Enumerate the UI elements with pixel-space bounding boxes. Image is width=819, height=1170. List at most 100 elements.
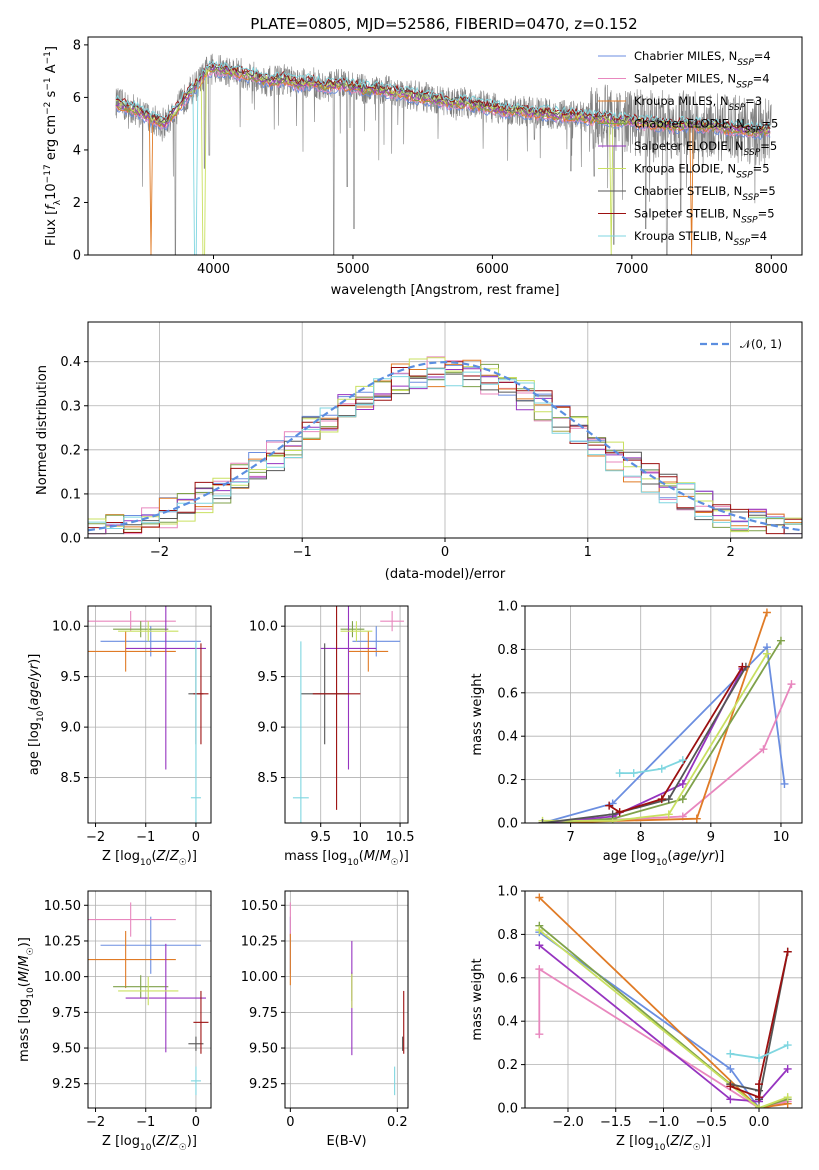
legend-label-7: Salpeter STELIB, NSSP=5 (634, 207, 775, 226)
histogram-legend-label: 𝒩(0, 1) (740, 337, 782, 351)
weight-vs-z-marker-8-2 (783, 1041, 792, 1050)
mass-vs-z-xlabel: Z [log10(Z/Z☉)] (102, 1134, 197, 1153)
legend-label-0-part: Chabrier MILES, N (634, 49, 737, 63)
weight-vs-z-marker-4-3 (783, 1064, 792, 1073)
weight-vs-z-plot-area (525, 891, 802, 1108)
weight-vs-z-marker-0-1 (726, 1064, 735, 1073)
weight-vs-age-ytick-label-1: 0.2 (497, 773, 518, 788)
weight-vs-z-marker-7-3 (783, 947, 792, 956)
mass-vs-z-xtick-label-2: 0 (192, 1115, 200, 1130)
mass-vs-z-ylabel-part: ( (17, 982, 32, 987)
weight-vs-age-ytick-label-4: 0.8 (497, 643, 518, 658)
age-vs-mass-xlabel-part: / (375, 849, 380, 864)
legend-label-8-part: Kroupa STELIB, N (634, 229, 734, 243)
mass-vs-ebv-xlabel: E(B-V) (326, 1134, 366, 1149)
weight-vs-age-marker-1-3 (787, 680, 796, 689)
histogram-xtick-label-0: −2 (150, 545, 169, 560)
weight-vs-age-marker-7-3 (738, 662, 747, 671)
weight-vs-age-marker-0-3 (780, 779, 789, 788)
weight-vs-z-xlabel-part: Z (670, 1134, 681, 1149)
weight-vs-z-xlabel-part: ( (665, 1134, 670, 1149)
mass-vs-z-xlabel-part: ☉ (179, 1143, 187, 1153)
age-vs-mass-xlabel-part: )] (399, 849, 409, 864)
legend-label-5-part: Kroupa ELODIE, N (634, 162, 736, 176)
weight-vs-z-marker-1-1 (535, 965, 544, 974)
age-vs-z-ytick-label-3: 10.0 (52, 620, 81, 635)
weight-vs-age-marker-8-2 (657, 764, 666, 773)
mass-vs-ebv-xtick-label-1: 0.2 (387, 1115, 408, 1130)
weight-vs-age-marker-8-3 (678, 756, 687, 765)
legend-label-7-part: Salpeter STELIB, N (634, 207, 741, 221)
age-vs-z-ylabel-part: 10 (36, 710, 46, 722)
legend-label-0: Chabrier MILES, NSSP=4 (634, 49, 771, 68)
spectrum-xtick-label-1: 5000 (336, 262, 369, 277)
age-vs-z-panel: −2 −1 0 8.5 9.0 9.5 10.0 (52, 605, 212, 845)
mass-vs-z-ylabel-part: mass [log (17, 999, 32, 1062)
weight-vs-age-marker-7-2 (657, 795, 666, 804)
legend-label-1-part: Salpeter MILES, N (634, 72, 736, 86)
legend-label-4: Salpeter ELODIE, NSSP=5 (634, 139, 777, 158)
age-vs-mass-xtick-label-1: 10 (352, 830, 369, 845)
weight-vs-age-ytick-label-2: 0.4 (497, 730, 518, 745)
mass-vs-z-xlabel-part: Z (156, 1134, 167, 1149)
weight-vs-z-xtick-label-1: −1.5 (600, 1115, 632, 1130)
mass-vs-z-xlabel-part: )] (187, 1134, 197, 1149)
spectrum-ylabel-part: A (44, 64, 59, 77)
legend-label-3-part: SSP (745, 126, 762, 136)
weight-vs-z-ytick-label-5: 1.0 (497, 885, 518, 900)
weight-vs-age-line-0 (542, 645, 786, 823)
spectrum-plot-area (115, 53, 772, 255)
mass-vs-z-frame (87, 890, 212, 1109)
weight-vs-age-ylabel: mass weight (470, 673, 485, 755)
weight-vs-z-panel: −2.0 −1.5 −1.0 −0.5 0.0 0.0 0.2 0.4 0.6 0.8 1.0 (497, 885, 803, 1130)
histogram-ytick-label-0: 0.0 (60, 532, 81, 547)
mass-vs-z-ylabel-part: ☉ (26, 947, 36, 955)
age-vs-mass-xtick-label-0: 9.5 (310, 830, 331, 845)
weight-vs-age-xtick-label-3: 10 (773, 830, 790, 845)
weight-vs-z-xlabel-part: )] (701, 1134, 711, 1149)
weight-vs-z-line-2 (538, 896, 788, 1108)
mass-vs-ebv-ytick-label-4: 10.25 (241, 934, 278, 949)
weight-vs-z-ytick-label-3: 0.6 (497, 971, 518, 986)
weight-vs-z-marker-5-2 (783, 1093, 792, 1102)
weight-vs-z-ylabel: mass weight (470, 958, 485, 1040)
spectrum-ylabel-part: ] (44, 46, 59, 51)
legend-label-6-part: SSP (742, 193, 759, 203)
weight-vs-z-marker-2-0 (535, 893, 544, 902)
weight-vs-age-xtick-label-0: 7 (566, 830, 574, 845)
age-vs-z-xtick-label-2: 0 (192, 830, 200, 845)
histogram-ytick-label-3: 0.3 (60, 399, 81, 414)
spectrum-ytick-label-1: 2 (73, 196, 81, 211)
mass-vs-z-ylabel-part: 10 (26, 987, 36, 999)
mass-vs-z-ytick-label-2: 9.75 (52, 1006, 81, 1021)
weight-vs-z-marker-4-1 (726, 1095, 735, 1104)
histogram-ytick-label-1: 0.1 (60, 487, 81, 502)
weight-vs-z-marker-7-0 (726, 1082, 735, 1091)
weight-vs-age-xtick-label-2: 9 (707, 830, 715, 845)
legend-label-3-part: Chabrier ELODIE, N (634, 117, 745, 131)
weight-vs-z-ytick-label-0: 0.0 (497, 1102, 518, 1117)
weight-vs-age-marker-8-1 (629, 769, 638, 778)
weight-vs-age-xlabel-part: / (697, 849, 702, 864)
mass-vs-z-xlabel-part: 10 (140, 1143, 152, 1153)
mass-vs-z-ytick-label-4: 10.25 (44, 934, 81, 949)
mass-vs-z-ytick-label-0: 9.25 (52, 1077, 81, 1092)
model-fit-line-8 (115, 60, 771, 255)
mass-vs-z-ylabel: mass [log10(M/M☉)] (17, 937, 36, 1062)
weight-vs-age-marker-6-0 (538, 819, 547, 823)
weight-vs-age-xtick-label-1: 8 (637, 830, 645, 845)
age-vs-z-xtick-label-1: −1 (136, 830, 155, 845)
legend-label-6-part: Chabrier STELIB, N (634, 184, 742, 198)
age-vs-z-plot-area (88, 606, 211, 823)
legend-label-3-part: =5 (761, 117, 778, 131)
age-vs-z-xlabel-part: Z [log (102, 849, 140, 864)
mass-vs-ebv-xtick-label-0: 0 (286, 1115, 294, 1130)
legend-label-6: Chabrier STELIB, NSSP=5 (634, 184, 776, 203)
legend-label-4-part: =5 (760, 139, 777, 153)
weight-vs-z-xlabel-part: Z [log (616, 1134, 654, 1149)
spectrum-ylabel-part: λ (53, 199, 63, 205)
weight-vs-age-xlabel-part: yr (700, 849, 716, 864)
weight-vs-z-xtick-label-0: −2.0 (552, 1115, 584, 1130)
weight-vs-age-line-8 (619, 759, 684, 774)
legend-label-2-part: =3 (745, 94, 762, 108)
